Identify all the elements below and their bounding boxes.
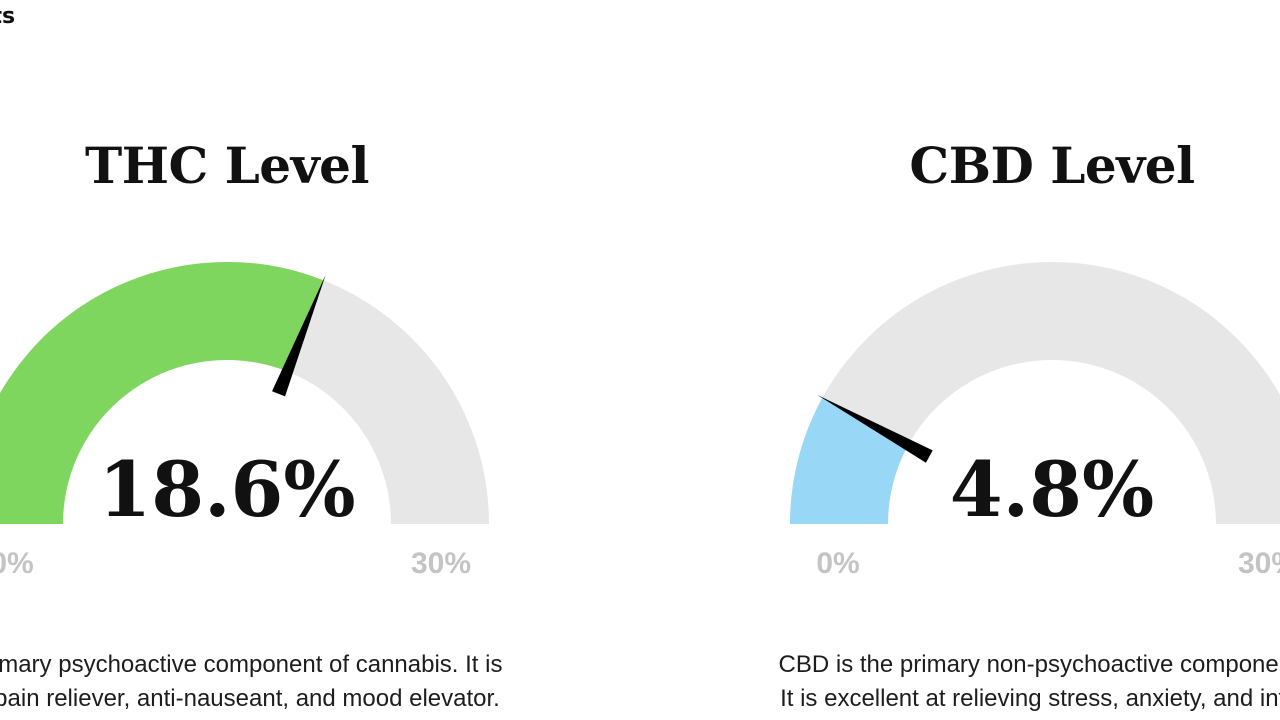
thc-gauge-value: 18.6%	[98, 445, 355, 534]
cbd-gauge-min-label: 0%	[816, 547, 859, 580]
cbd-gauge: 4.8% 0% 30%	[790, 262, 1280, 580]
thc-level-title: THC Level	[85, 136, 369, 195]
thc-gauge-needle	[272, 274, 326, 397]
thc-gauge-fill	[0, 262, 324, 525]
cbd-gauge-max-label: 30%	[1238, 547, 1280, 580]
section-heading: lts	[0, 4, 16, 29]
cbd-description-line: It is excellent at relieving stress, anx…	[780, 685, 1280, 712]
thc-gauge-max-label: 30%	[411, 547, 471, 580]
cbd-description-line: CBD is the primary non-psychoactive comp…	[778, 651, 1280, 678]
thc-description-line: e primary psychoactive component of cann…	[0, 651, 503, 678]
cbd-level-title: CBD Level	[909, 136, 1195, 195]
thc-gauge-min-label: 0%	[0, 547, 34, 580]
thc-description: e primary psychoactive component of cann…	[0, 648, 677, 716]
thc-description-line: ent pain reliever, anti-nauseant, and mo…	[0, 685, 500, 712]
cbd-gauge-value: 4.8%	[950, 445, 1154, 534]
cbd-gauge-needle	[817, 394, 933, 463]
thc-gauge: 18.6% 0% 30%	[0, 262, 489, 580]
cbd-description: CBD is the primary non-psychoactive comp…	[602, 648, 1280, 716]
cbd-gauge-fill	[790, 397, 909, 526]
